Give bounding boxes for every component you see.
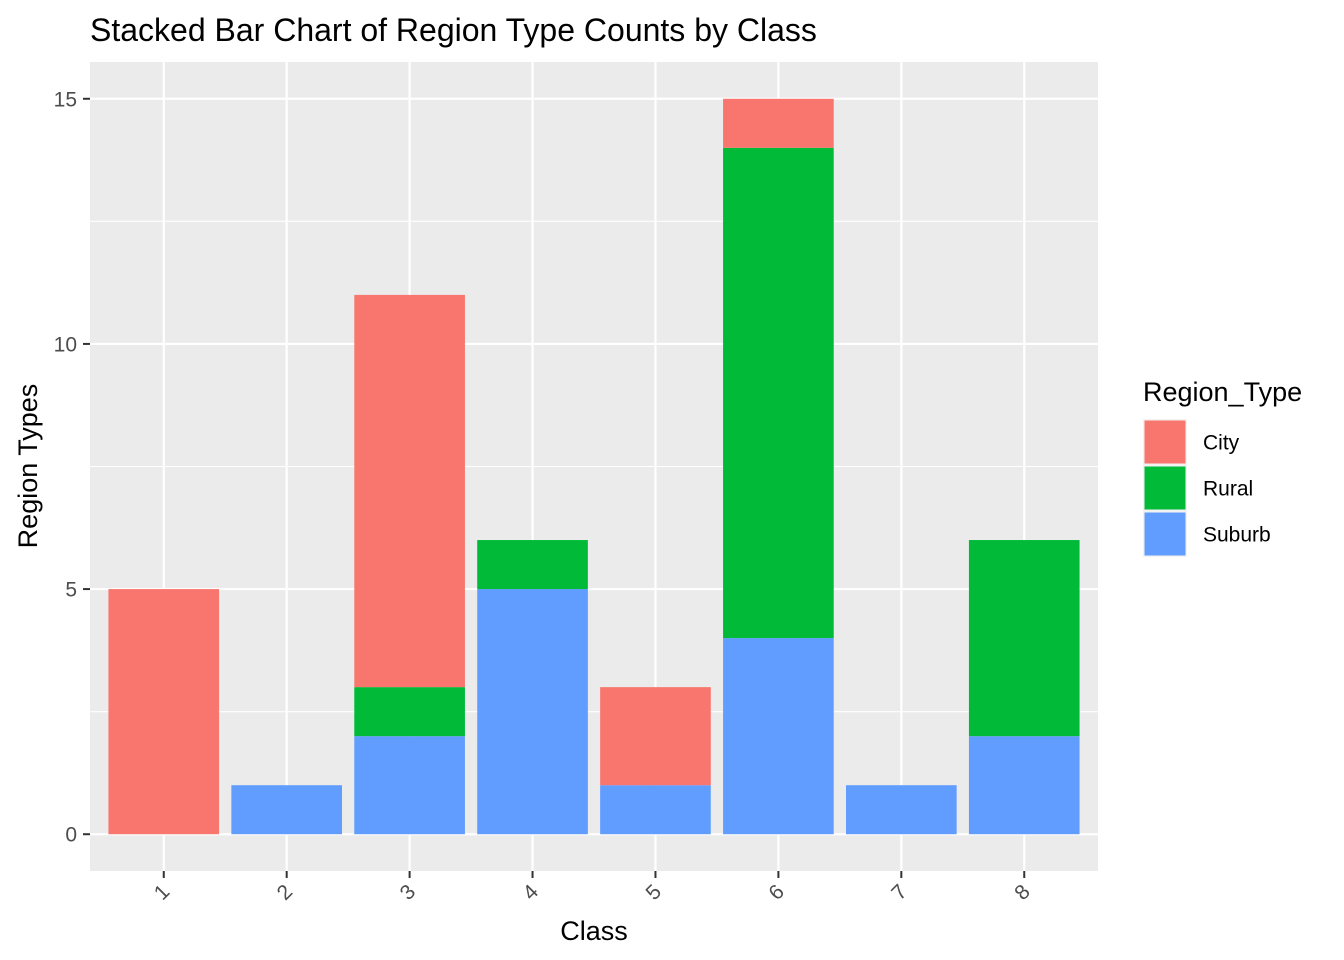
x-tick-label: 2: [273, 880, 298, 905]
bar-segment-suburb-class-3: [354, 736, 465, 835]
x-axis: 1 2 3 4 5 6 7 8: [150, 871, 1035, 905]
x-tick-label: 7: [887, 880, 912, 905]
legend-label-rural: Rural: [1203, 478, 1253, 501]
y-axis: 0 5 10 15: [54, 88, 90, 847]
legend: Region_Type City Rural Suburb: [1143, 377, 1302, 557]
bar-segment-rural-class-6: [723, 147, 834, 639]
bar-segment-rural-class-3: [354, 687, 465, 737]
chart-title: Stacked Bar Chart of Region Type Counts …: [90, 12, 817, 48]
bar-segment-suburb-class-7: [846, 785, 957, 835]
y-tick-label: 5: [65, 579, 77, 602]
bar-segment-city-class-3: [354, 294, 465, 688]
y-tick-label: 0: [65, 824, 77, 847]
bar-segment-suburb-class-8: [968, 736, 1080, 835]
grid-minor: [90, 220, 1098, 713]
bar-segment-rural-class-8: [968, 540, 1080, 737]
y-axis-title: Region Types: [13, 384, 43, 549]
x-axis-title: Class: [560, 916, 628, 946]
bar-segment-rural-class-4: [477, 540, 588, 590]
legend-key-city: [1144, 420, 1186, 464]
x-tick-label: 5: [641, 880, 666, 905]
y-tick-label: 10: [54, 333, 77, 356]
x-tick-label: 1: [150, 880, 175, 905]
legend-title: Region_Type: [1143, 377, 1302, 407]
bar-segment-city-class-5: [600, 687, 711, 786]
x-tick-label: 8: [1010, 880, 1035, 905]
legend-label-city: City: [1203, 432, 1240, 455]
bar-segment-suburb-class-4: [477, 589, 588, 835]
x-tick-label: 4: [519, 880, 544, 905]
legend-label-suburb: Suburb: [1203, 524, 1271, 547]
bar-segment-suburb-class-2: [231, 785, 342, 835]
bars: [108, 98, 1080, 835]
bar-segment-city-class-6: [723, 98, 834, 148]
x-tick-label: 6: [764, 880, 789, 905]
x-tick-label: 3: [396, 880, 421, 905]
legend-key-suburb: [1144, 512, 1186, 556]
y-tick-label: 15: [54, 88, 77, 111]
bar-segment-city-class-1: [108, 589, 220, 835]
legend-key-rural: [1144, 466, 1186, 510]
bar-segment-suburb-class-6: [723, 638, 834, 835]
legend-keys: City Rural Suburb: [1143, 419, 1271, 557]
bar-segment-suburb-class-5: [600, 785, 711, 835]
